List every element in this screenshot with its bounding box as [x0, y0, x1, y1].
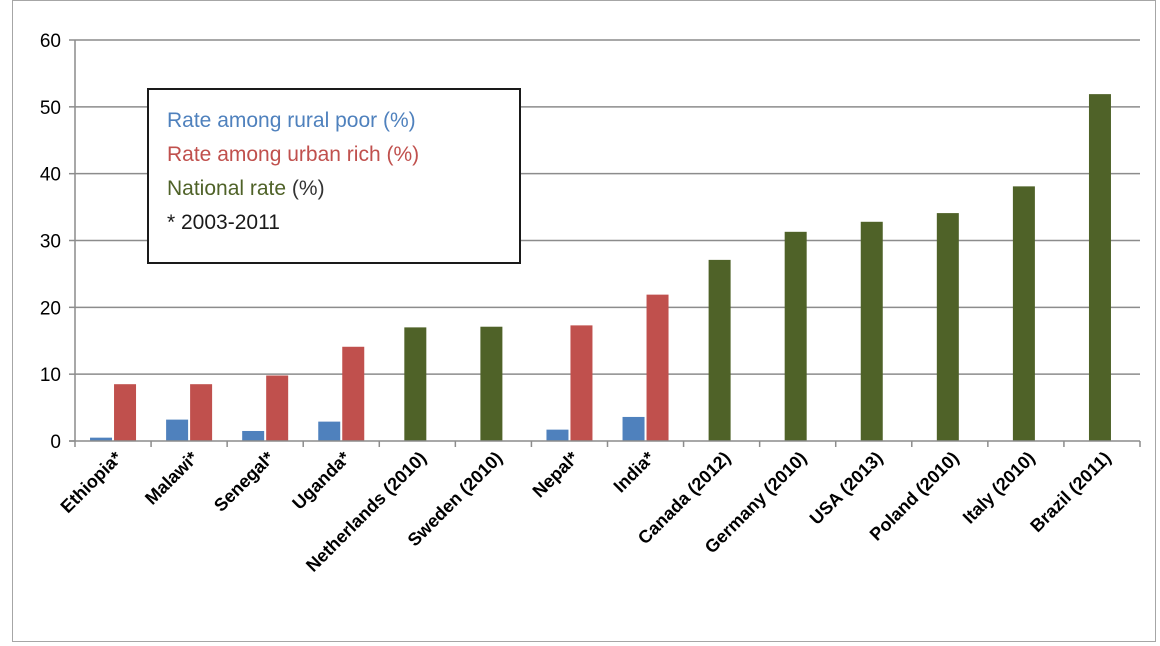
bar-urban-rich [114, 384, 137, 441]
y-tick-label: 30 [40, 232, 61, 253]
bar-rural-poor [242, 430, 265, 441]
bar-rural-poor [546, 429, 569, 441]
y-tick-labels: 0 10 20 30 40 50 60 [40, 31, 61, 453]
legend-pct-urban-rich: (%) [386, 143, 420, 166]
category-labels: Ethiopia* Malawi* Senegal* Uganda*Netherlan… [57, 448, 1115, 576]
legend-entry-rural-poor: Rate among rural poor (%) [167, 104, 519, 138]
bar-national [860, 221, 883, 441]
x-category-label: Malawi* [141, 448, 202, 509]
bar-rural-poor [166, 419, 189, 441]
y-tick-label: 0 [50, 432, 61, 453]
bar-urban-rich [646, 294, 669, 441]
bar-national [1088, 94, 1111, 441]
x-category-label: Uganda* [288, 448, 354, 514]
x-category-label: USA (2013) [806, 448, 887, 529]
y-tick-label: 50 [40, 98, 61, 119]
bar-national [784, 231, 807, 441]
legend-label-urban-rich: Rate among urban rich [167, 143, 387, 166]
x-category-label: Brazil (2011) [1026, 448, 1114, 536]
y-tick-label: 10 [40, 365, 61, 386]
bar-rural-poor [318, 421, 341, 441]
bars [90, 94, 1111, 441]
legend-note: * 2003-2011 [167, 211, 280, 234]
y-tick-label: 20 [40, 298, 61, 319]
legend-pct-rural-poor: (%) [382, 109, 416, 132]
bar-urban-rich [342, 346, 365, 441]
legend-label-rural-poor: Rate among rural poor [167, 109, 383, 132]
x-category-label: Italy (2010) [959, 448, 1039, 528]
x-category-label: Nepal* [529, 448, 583, 502]
bar-urban-rich [570, 325, 593, 441]
legend-entry-national: National rate (%) [167, 172, 519, 206]
bar-national [936, 213, 959, 441]
bar-urban-rich [190, 384, 213, 441]
bar-urban-rich [266, 375, 289, 441]
y-tick-label: 40 [40, 165, 61, 186]
bar-rural-poor [90, 437, 113, 441]
x-category-label: Senegal* [210, 448, 278, 516]
axes [69, 39, 1141, 447]
bar-national [480, 326, 503, 441]
x-category-label: Ethiopia* [57, 448, 126, 517]
legend: Rate among rural poor (%) Rate among urb… [147, 88, 521, 264]
bar-rural-poor [622, 416, 645, 441]
bar-national [1012, 186, 1035, 441]
bar-national [404, 327, 427, 441]
legend-entry-urban-rich: Rate among urban rich (%) [167, 138, 519, 172]
legend-pct-national: (%) [291, 177, 325, 200]
x-category-label: India* [610, 448, 659, 497]
bar-national [708, 259, 731, 441]
y-tick-label: 60 [40, 31, 61, 52]
legend-label-national: National rate [167, 177, 292, 200]
